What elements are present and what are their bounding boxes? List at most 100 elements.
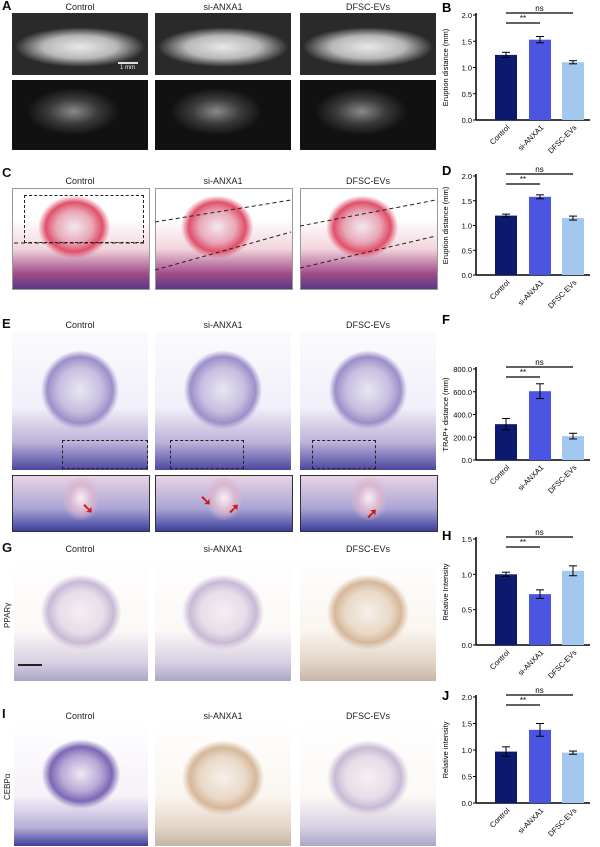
bar-si-anxa1 [529, 594, 551, 645]
bar-si-anxa1 [529, 391, 551, 460]
y-tick-label: 0.0 [462, 271, 472, 280]
bar-charts: B 0.0 0.5 1.0 1.5 2.0 Eruption distance (mm) Co… [441, 0, 590, 838]
chart-J: J 0.0 0.5 1.0 1.5 2.0 Relative intensity Contro… [441, 686, 590, 838]
bar-dfsc-evs [562, 62, 584, 120]
trap-stain-si-anxa1 [155, 332, 291, 470]
y-tick-label: 1.5 [462, 720, 472, 729]
x-tick-label: Control [488, 278, 512, 302]
x-tick-label: DFSC-EVs [546, 123, 578, 155]
x-tick-label: si-ANXA1 [516, 278, 545, 307]
bar-control [495, 54, 517, 120]
panel-label-d: D [442, 163, 451, 178]
column-header-si-anxa1: si-ANXA1 [203, 2, 243, 12]
column-header-si-anxa1: si-ANXA1 [203, 176, 243, 186]
panel-label-g: G [2, 540, 13, 555]
column-header-dfsc-evs: DFSC-EVs [345, 711, 390, 721]
y-tick-label: 800.0 [453, 365, 472, 374]
bar-dfsc-evs [562, 570, 584, 645]
significance-label: ns [535, 4, 543, 13]
column-header-si-anxa1: si-ANXA1 [203, 711, 243, 721]
column-header-control: Control [65, 320, 95, 330]
trap-stain-control [12, 332, 148, 470]
significance-label: ** [520, 368, 526, 377]
significance-label: ** [520, 175, 526, 184]
panel-label-i: I [2, 706, 6, 721]
panel-label-c: C [2, 165, 12, 180]
zoom-region-box [170, 440, 244, 469]
ppar-gamma-ihc-dfsc-evs [300, 556, 436, 681]
y-tick-label: 1.5 [462, 197, 472, 206]
he-stain-si-anxa1 [155, 188, 293, 290]
micro-ct-3d-control [12, 13, 148, 75]
ppar-gamma-ihc-si-anxa1 [155, 556, 291, 681]
he-stain-dfsc-evs [300, 188, 438, 290]
column-header-control: Control [65, 176, 95, 186]
trap-stain-dfsc-evs [300, 332, 436, 470]
x-tick-label: Control [488, 648, 512, 672]
bar-dfsc-evs [562, 752, 584, 803]
chart-H: H 0.0 0.5 1.0 1.5 Relative Intensity Control si… [441, 528, 590, 680]
y-tick-label: 200.0 [453, 433, 472, 442]
y-axis-label: Relative intensity [441, 721, 450, 778]
arrow-icon: ➘ [200, 492, 212, 508]
trap-zoom-dfsc-evs [300, 475, 438, 532]
bar-dfsc-evs [562, 436, 584, 460]
column-header-control: Control [65, 2, 95, 12]
x-tick-label: Control [488, 463, 512, 487]
bar-control [495, 751, 517, 803]
cebp-alpha-ihc-dfsc-evs [300, 722, 436, 846]
y-tick-label: 1.0 [462, 746, 472, 755]
zoom-region-box [312, 440, 376, 469]
ppar-gamma-ihc-control [14, 556, 148, 681]
bar-si-anxa1 [529, 729, 551, 803]
y-tick-label: 1.5 [462, 535, 472, 544]
y-tick-label: 1.5 [462, 37, 472, 46]
y-tick-label: 0.5 [462, 773, 472, 782]
panel-label-b: B [442, 0, 451, 15]
chart-D: D 0.0 0.5 1.0 1.5 2.0 Eruption distance (mm) Co… [441, 163, 590, 310]
significance-label: ** [520, 14, 526, 23]
panel-label-j: J [442, 688, 449, 703]
column-header-si-anxa1: si-ANXA1 [203, 544, 243, 554]
x-tick-label: DFSC-EVs [546, 648, 578, 680]
y-tick-label: 0.5 [462, 90, 472, 99]
bar-si-anxa1 [529, 196, 551, 275]
y-tick-label: 0.0 [462, 641, 472, 650]
row-label-cebp-alpha: CEBPα [3, 773, 12, 800]
trap-zoom-control [12, 475, 150, 532]
y-tick-label: 1.0 [462, 570, 472, 579]
column-header-control: Control [65, 544, 95, 554]
significance-label: ns [535, 165, 543, 174]
y-axis-label: TRAP+ distance (mm) [441, 377, 450, 451]
x-tick-label: si-ANXA1 [516, 463, 545, 492]
column-header-control: Control [65, 711, 95, 721]
micro-ct-3d-si-anxa1 [155, 13, 291, 75]
measurement-lines [14, 199, 437, 271]
bar-control [495, 574, 517, 645]
scale-bar [118, 62, 138, 64]
bar-control [495, 215, 517, 275]
column-header-dfsc-evs: DFSC-EVs [345, 176, 390, 186]
bar-dfsc-evs [562, 218, 584, 275]
x-tick-label: Control [488, 123, 512, 147]
panel-label-f: F [442, 312, 450, 327]
y-tick-label: 0.0 [462, 456, 472, 465]
y-axis-label: Eruption distance (mm) [441, 186, 450, 264]
y-tick-label: 2.0 [462, 11, 472, 20]
x-tick-label: si-ANXA1 [516, 648, 545, 677]
x-tick-label: si-ANXA1 [516, 806, 545, 835]
x-tick-label: DFSC-EVs [546, 806, 578, 838]
column-header-dfsc-evs: DFSC-EVs [345, 320, 390, 330]
x-tick-label: DFSC-EVs [546, 278, 578, 310]
scale-bar [18, 664, 42, 666]
y-tick-label: 1.0 [462, 222, 472, 231]
y-tick-label: 2.0 [462, 693, 472, 702]
y-axis-label: Eruption distance (mm) [441, 28, 450, 106]
x-tick-label: Control [488, 806, 512, 830]
cebp-alpha-ihc-si-anxa1 [155, 722, 291, 846]
trap-zoom-si-anxa1 [155, 475, 293, 532]
x-tick-label: si-ANXA1 [516, 123, 545, 152]
chart-B: B 0.0 0.5 1.0 1.5 2.0 Eruption distance (mm) Co… [441, 0, 590, 155]
x-tick-label: DFSC-EVs [546, 463, 578, 495]
